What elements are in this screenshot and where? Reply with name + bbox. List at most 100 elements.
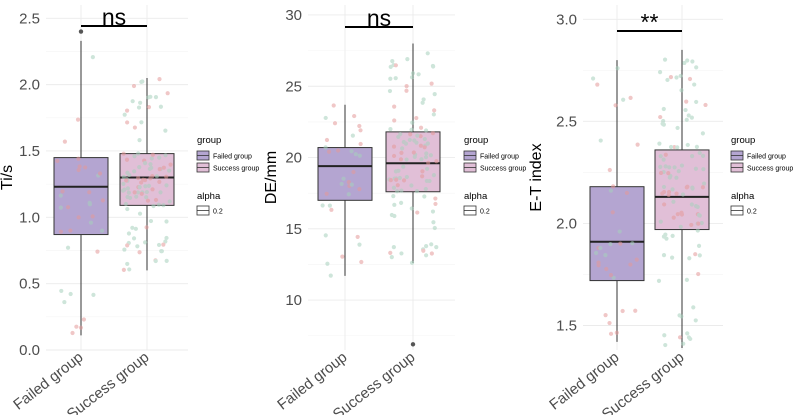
- jitter-point: [355, 234, 360, 240]
- jitter-point: [332, 121, 338, 126]
- jitter-point: [151, 203, 156, 209]
- jitter-point: [65, 205, 71, 210]
- jitter-point: [424, 244, 429, 249]
- jitter-point: [125, 194, 130, 200]
- jitter-point: [392, 213, 397, 219]
- y-tick-label: 1.5: [19, 143, 40, 160]
- legend-label: Success group: [747, 166, 793, 173]
- jitter-point: [690, 154, 695, 159]
- y-tick-label: 2.5: [556, 113, 577, 130]
- jitter-point: [68, 291, 73, 297]
- y-axis-title: Ti/s: [0, 165, 16, 190]
- jitter-point: [608, 188, 614, 193]
- jitter-point: [416, 72, 421, 77]
- jitter-point: [395, 189, 400, 194]
- jitter-point: [401, 178, 407, 183]
- jitter-point: [125, 120, 130, 125]
- jitter-point: [352, 113, 357, 119]
- jitter-point: [694, 144, 700, 149]
- y-tick-label: 10: [285, 292, 302, 309]
- jitter-point: [703, 102, 708, 108]
- jitter-point: [398, 157, 404, 162]
- box-body: [53, 157, 109, 236]
- jitter-point: [610, 210, 615, 215]
- jitter-point: [424, 253, 429, 258]
- jitter-point: [684, 117, 689, 122]
- jitter-point: [62, 139, 67, 144]
- jitter-point: [164, 235, 169, 241]
- jitter-point: [701, 167, 706, 172]
- jitter-point: [126, 231, 132, 236]
- jitter-point: [423, 186, 428, 192]
- y-axis: 0.0 0.5 1.0 1.5 2.0 2.5: [19, 10, 40, 359]
- legend-key-success-group: Success group: [196, 162, 259, 173]
- jitter-point: [685, 58, 690, 63]
- jitter-point: [425, 141, 430, 146]
- jitter-point: [55, 158, 60, 164]
- jitter-point: [65, 245, 71, 250]
- jitter-point: [165, 91, 170, 96]
- jitter-point: [149, 156, 154, 161]
- jitter-point: [74, 324, 79, 329]
- jitter-point: [142, 160, 148, 166]
- jitter-point: [121, 267, 126, 272]
- jitter-point: [144, 189, 149, 195]
- jitter-point: [414, 115, 419, 121]
- jitter-point: [134, 194, 139, 199]
- y-tick-label: 0.5: [19, 276, 40, 293]
- jitter-point: [137, 165, 142, 170]
- jitter-point: [672, 165, 677, 170]
- jitter-point: [150, 152, 155, 157]
- y-axis: 10 15 20 25 30: [285, 7, 302, 309]
- jitter-point: [125, 206, 130, 212]
- jitter-point: [130, 225, 135, 230]
- jitter-point: [696, 271, 701, 277]
- jitter-point: [404, 174, 409, 180]
- jitter-point: [670, 233, 675, 238]
- jitter-point: [420, 169, 425, 174]
- box-body: [317, 147, 373, 201]
- jitter-point: [157, 166, 162, 172]
- jitter-point: [696, 212, 702, 218]
- jitter-point: [663, 164, 668, 169]
- jitter-point: [76, 156, 81, 161]
- jitter-point: [58, 193, 63, 198]
- jitter-point: [399, 188, 404, 193]
- jitter-point: [663, 232, 668, 237]
- jitter-point: [161, 242, 166, 247]
- outlier-point: [78, 29, 84, 34]
- y-tick-label: 15: [285, 221, 302, 238]
- jitter-point: [660, 121, 665, 126]
- jitter-point: [391, 245, 396, 250]
- jitter-point: [675, 212, 680, 217]
- jitter-point: [156, 202, 161, 207]
- panel-2: 10 15 20 25 30 DE/mm ns Failed group Success gro…: [263, 5, 526, 415]
- y-tick-label: 2.5: [19, 10, 40, 27]
- jitter-point: [87, 190, 92, 195]
- jitter-point: [431, 173, 437, 178]
- jitter-point: [168, 162, 173, 167]
- jitter-point: [434, 159, 439, 164]
- jitter-point: [621, 97, 626, 102]
- jitter-point: [88, 220, 94, 225]
- significance-label: ns: [367, 5, 391, 31]
- jitter-point: [412, 154, 417, 160]
- jitter-point: [686, 113, 691, 118]
- jitter-point: [675, 145, 680, 150]
- y-tick-label: 30: [285, 7, 302, 24]
- jitter-point: [125, 170, 130, 175]
- jitter-point: [682, 60, 687, 66]
- jitter-point: [677, 313, 682, 318]
- jitter-point: [411, 150, 416, 155]
- jitter-point: [432, 108, 437, 113]
- jitter-point: [409, 260, 415, 265]
- legend-label: 0.2: [747, 209, 757, 216]
- jitter-point: [630, 241, 635, 246]
- legend-label: 0.2: [213, 209, 223, 216]
- jitter-point: [132, 154, 137, 159]
- jitter-point: [666, 171, 671, 176]
- jitter-point: [420, 174, 425, 179]
- jitter-point: [696, 221, 701, 226]
- jitter-point: [615, 66, 620, 71]
- jitter-point: [701, 181, 707, 186]
